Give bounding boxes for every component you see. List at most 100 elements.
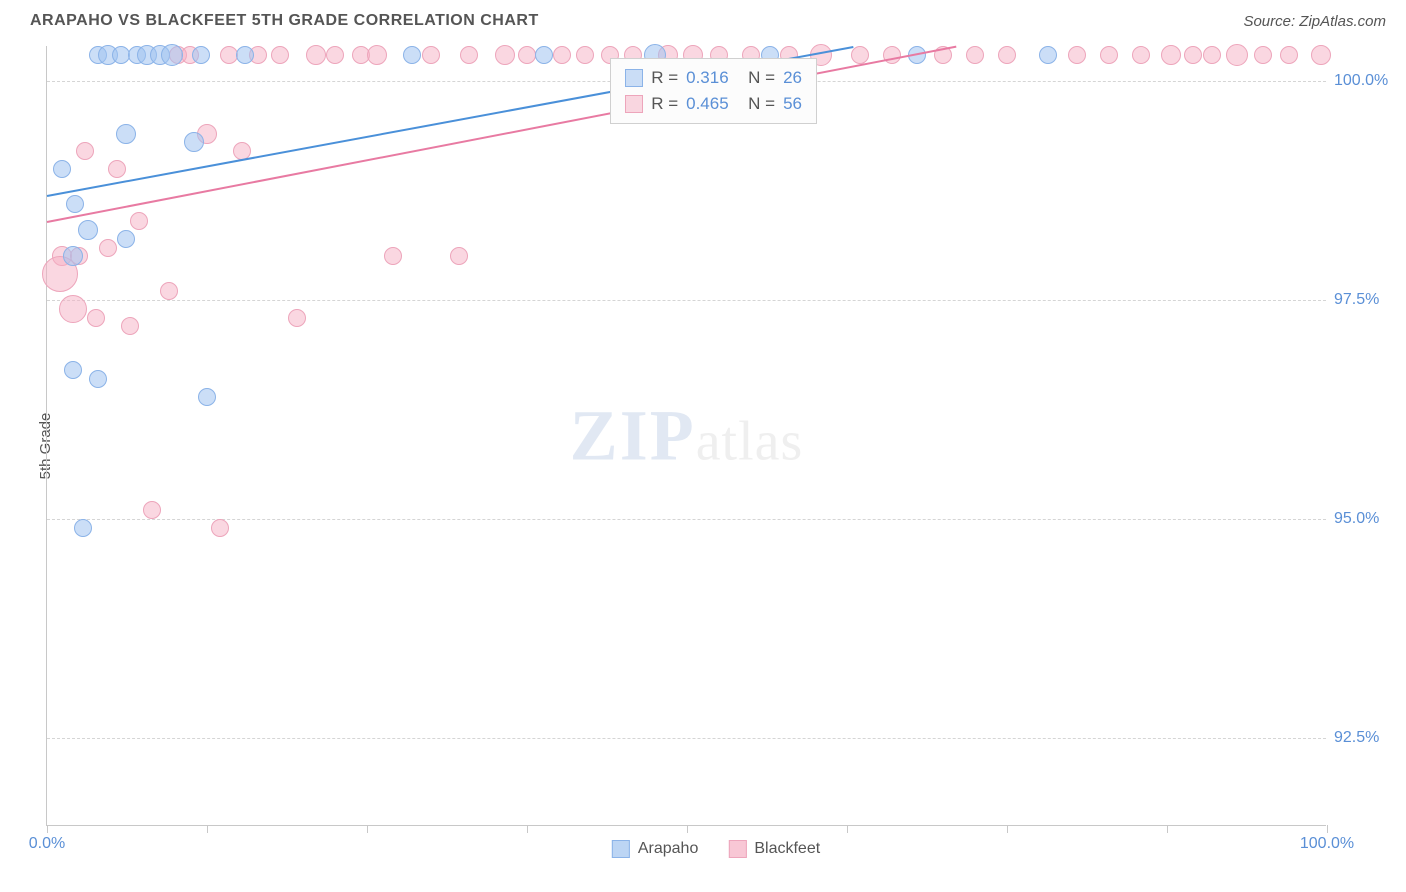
data-point xyxy=(384,247,402,265)
y-tick-label: 100.0% xyxy=(1334,72,1388,90)
data-point xyxy=(184,132,204,152)
data-point xyxy=(59,295,87,323)
data-point xyxy=(108,160,126,178)
x-tick xyxy=(367,825,368,833)
y-tick-label: 97.5% xyxy=(1334,291,1379,309)
y-tick-label: 92.5% xyxy=(1334,729,1379,747)
plot-area: ZIPatlas 0.0%100.0%R =0.316N =26R =0.465… xyxy=(46,46,1326,826)
grid-line-h xyxy=(47,519,1326,520)
data-point xyxy=(198,388,216,406)
data-point xyxy=(1254,46,1272,64)
data-point xyxy=(851,46,869,64)
data-point xyxy=(63,246,83,266)
data-point xyxy=(64,361,82,379)
legend-item: Blackfeet xyxy=(728,840,820,858)
data-point xyxy=(306,45,326,65)
stat-value-n: 26 xyxy=(783,68,802,88)
x-tick xyxy=(47,825,48,833)
data-point xyxy=(1100,46,1118,64)
legend-item: Arapaho xyxy=(612,840,699,858)
trend-line xyxy=(47,46,956,223)
data-point xyxy=(1132,46,1150,64)
data-point xyxy=(1280,46,1298,64)
grid-line-h xyxy=(47,300,1326,301)
stat-label-n: N = xyxy=(748,94,775,114)
data-point xyxy=(535,46,553,64)
legend-label: Arapaho xyxy=(638,840,699,858)
data-point xyxy=(1039,46,1057,64)
x-axis-label: 100.0% xyxy=(1300,835,1354,853)
chart-title: ARAPAHO VS BLACKFEET 5TH GRADE CORRELATI… xyxy=(30,12,539,30)
x-tick xyxy=(527,825,528,833)
legend-label: Blackfeet xyxy=(754,840,820,858)
data-point xyxy=(288,309,306,327)
stats-row: R = 0.465 N = 56 xyxy=(625,91,802,117)
legend-swatch xyxy=(612,840,630,858)
stats-box: R = 0.316 N = 26 R = 0.465 N = 56 xyxy=(610,58,817,124)
watermark: ZIPatlas xyxy=(570,394,804,477)
data-point xyxy=(117,230,135,248)
x-tick xyxy=(687,825,688,833)
data-point xyxy=(160,282,178,300)
x-tick xyxy=(1167,825,1168,833)
data-point xyxy=(143,501,161,519)
data-point xyxy=(87,309,105,327)
data-point xyxy=(130,212,148,230)
x-tick xyxy=(847,825,848,833)
data-point xyxy=(116,124,136,144)
x-tick xyxy=(1327,825,1328,833)
stat-label-r: R = xyxy=(651,68,678,88)
stat-label-r: R = xyxy=(651,94,678,114)
x-tick xyxy=(1007,825,1008,833)
data-point xyxy=(66,195,84,213)
y-tick-label: 95.0% xyxy=(1334,510,1379,528)
legend-swatch xyxy=(728,840,746,858)
data-point xyxy=(553,46,571,64)
data-point xyxy=(1203,46,1221,64)
legend-swatch xyxy=(625,95,643,113)
legend-swatch xyxy=(625,69,643,87)
data-point xyxy=(966,46,984,64)
x-tick xyxy=(207,825,208,833)
x-axis-label: 0.0% xyxy=(29,835,65,853)
chart-header: ARAPAHO VS BLACKFEET 5TH GRADE CORRELATI… xyxy=(0,0,1406,38)
grid-line-h xyxy=(47,738,1326,739)
data-point xyxy=(422,46,440,64)
data-point xyxy=(367,45,387,65)
data-point xyxy=(74,519,92,537)
data-point xyxy=(192,46,210,64)
data-point xyxy=(1311,45,1331,65)
legend: Arapaho Blackfeet xyxy=(612,840,820,858)
data-point xyxy=(460,46,478,64)
data-point xyxy=(576,46,594,64)
stat-label-n: N = xyxy=(748,68,775,88)
data-point xyxy=(211,519,229,537)
data-point xyxy=(326,46,344,64)
data-point xyxy=(53,160,71,178)
data-point xyxy=(450,247,468,265)
data-point xyxy=(236,46,254,64)
data-point xyxy=(1161,45,1181,65)
data-point xyxy=(1068,46,1086,64)
data-point xyxy=(1184,46,1202,64)
data-point xyxy=(495,45,515,65)
data-point xyxy=(220,46,238,64)
watermark-atlas: atlas xyxy=(696,410,804,472)
data-point xyxy=(121,317,139,335)
data-point xyxy=(518,46,536,64)
chart-container: ZIPatlas 0.0%100.0%R =0.316N =26R =0.465… xyxy=(46,46,1386,826)
data-point xyxy=(89,370,107,388)
stats-row: R = 0.316 N = 26 xyxy=(625,65,802,91)
watermark-zip: ZIP xyxy=(570,395,696,475)
data-point xyxy=(1226,44,1248,66)
data-point xyxy=(99,239,117,257)
data-point xyxy=(271,46,289,64)
stat-value-r: 0.316 xyxy=(686,68,740,88)
data-point xyxy=(403,46,421,64)
stat-value-r: 0.465 xyxy=(686,94,740,114)
stat-value-n: 56 xyxy=(783,94,802,114)
data-point xyxy=(161,44,183,66)
chart-source: Source: ZipAtlas.com xyxy=(1243,13,1386,30)
data-point xyxy=(76,142,94,160)
data-point xyxy=(998,46,1016,64)
